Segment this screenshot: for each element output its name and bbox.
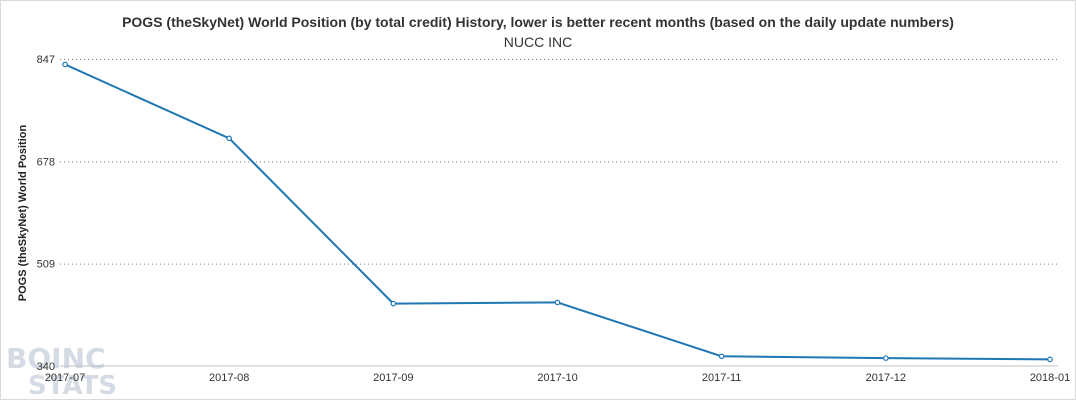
data-point[interactable]	[1047, 356, 1053, 363]
x-tick-label: 2017-09	[373, 372, 413, 384]
watermark-line2: STATS	[28, 371, 117, 400]
watermark: BOINC STATS	[6, 342, 117, 400]
data-point[interactable]	[554, 299, 561, 306]
y-tick-label: 340	[37, 361, 55, 373]
series-line	[64, 63, 1051, 361]
x-tick-label: 2017-08	[209, 372, 249, 384]
data-point[interactable]	[390, 300, 397, 307]
chart-subtitle: NUCC INC	[503, 34, 573, 50]
y-tick-label: 509	[37, 259, 55, 271]
x-tick-label: 2017-11	[702, 372, 742, 384]
data-point[interactable]	[883, 355, 889, 361]
y-tick-label: 847	[37, 54, 55, 66]
x-tick-label: 2017-10	[537, 372, 577, 384]
series-group	[62, 61, 1053, 363]
x-tick-label: 2017-07	[45, 372, 85, 384]
x-tick-labels: 2017-07 2017-08 2017-09 2017-10 2017-11 2017-…	[45, 372, 1070, 384]
y-tick-labels: 340 509 678 847	[37, 54, 55, 373]
data-point[interactable]	[718, 353, 725, 360]
gridlines	[60, 59, 1058, 265]
watermark-line1: BOINC	[6, 342, 106, 375]
y-tick-label: 678	[37, 156, 55, 168]
chart-title: POGS (theSkyNet) World Position (by tota…	[122, 14, 954, 30]
data-point[interactable]	[226, 135, 232, 142]
x-tick-label: 2017-12	[866, 372, 906, 384]
x-tick-label: 2018-01	[1030, 372, 1070, 384]
data-point[interactable]	[62, 61, 68, 68]
y-axis-label: POGS (theSkyNet) World Position	[17, 125, 29, 302]
